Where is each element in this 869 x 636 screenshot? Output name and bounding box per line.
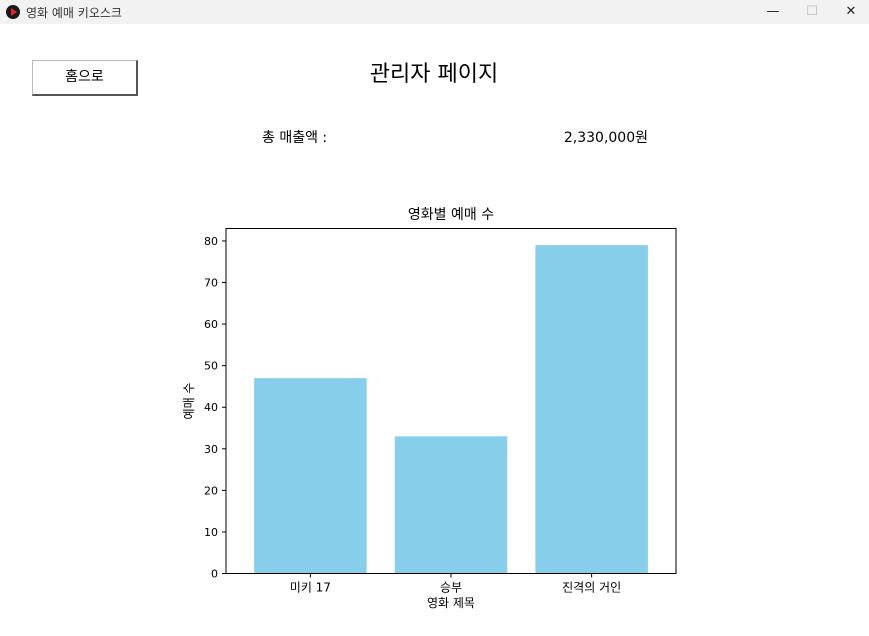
y-tick-label: 20 bbox=[204, 484, 218, 497]
y-tick-label: 40 bbox=[204, 401, 218, 414]
y-tick-label: 10 bbox=[204, 526, 218, 539]
bar-0 bbox=[254, 378, 367, 573]
y-tick-label: 30 bbox=[204, 443, 218, 456]
x-tick-label: 승부 bbox=[440, 581, 462, 595]
x-tick-label: 진격의 거인 bbox=[562, 581, 621, 595]
y-tick-label: 50 bbox=[204, 360, 218, 373]
bar-1 bbox=[395, 436, 508, 573]
bar-2 bbox=[535, 245, 648, 573]
y-tick-label: 60 bbox=[204, 318, 218, 331]
chart-title: 영화별 예매 수 bbox=[408, 207, 494, 223]
y-axis-label: 예매 수 bbox=[182, 383, 196, 420]
y-tick-label: 80 bbox=[204, 235, 218, 248]
bars-layer bbox=[254, 245, 648, 573]
y-tick-label: 0 bbox=[211, 568, 218, 581]
x-axis-label: 영화 제목 bbox=[427, 596, 475, 610]
y-tick-label: 70 bbox=[204, 277, 218, 290]
x-tick-label: 미키 17 bbox=[290, 581, 331, 595]
